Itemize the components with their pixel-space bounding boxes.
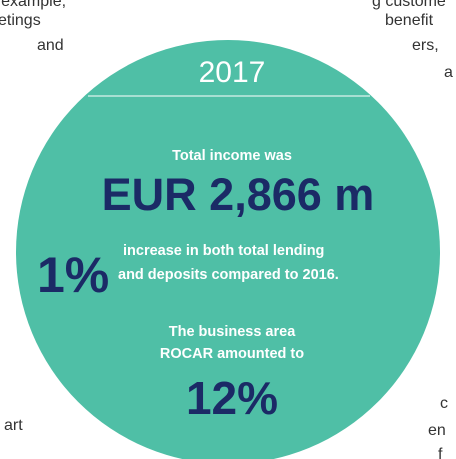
year: 2017	[199, 56, 266, 89]
growth-value: 1%	[37, 247, 109, 303]
growth-text: increase in both total lending	[123, 243, 324, 259]
income-label: Total income was	[172, 148, 292, 164]
body-text: c	[440, 395, 448, 412]
rocar-label: ROCAR amounted to	[160, 346, 304, 362]
body-text: benefit	[385, 12, 434, 29]
circle	[16, 40, 440, 459]
body-text: f	[438, 446, 443, 459]
body-text: n to example,	[0, 0, 66, 10]
body-text: etings	[0, 12, 41, 29]
body-text: and	[37, 37, 64, 54]
body-text: ers,	[412, 37, 439, 54]
income-value: EUR 2,866 m	[102, 169, 375, 220]
body-text: a	[444, 64, 453, 81]
growth-text: and deposits compared to 2016.	[118, 267, 339, 283]
body-text: g custome	[372, 0, 446, 10]
body-text: art	[4, 417, 23, 434]
body-text: en	[428, 422, 446, 439]
rocar-value: 12%	[186, 372, 278, 424]
rocar-label: The business area	[169, 324, 296, 340]
